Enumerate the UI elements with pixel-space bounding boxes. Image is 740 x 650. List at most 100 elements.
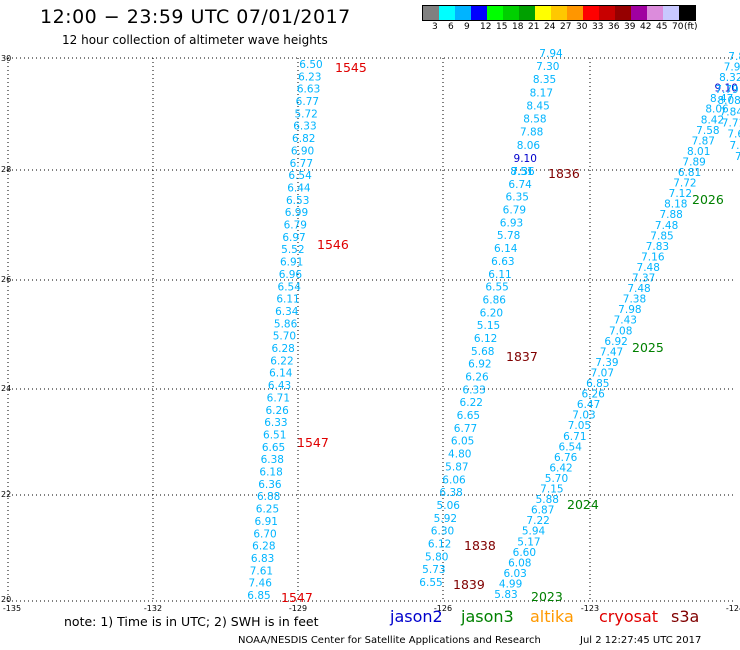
y-tick-label: 30: [1, 54, 11, 63]
wave-height-value: 5.86: [274, 318, 298, 330]
wave-height-value: 6.23: [298, 71, 321, 83]
wave-height-value: 6.93: [500, 217, 523, 229]
wave-height-value: 6.82: [292, 133, 315, 145]
wave-height-value: 7.0: [729, 140, 740, 152]
color-scale-legend: [422, 5, 696, 21]
wave-height-value: 6.71: [267, 392, 290, 404]
wave-height-value: 8.51: [510, 166, 533, 178]
wave-height-value: 6.22: [270, 355, 293, 367]
wave-height-value: 6.44: [287, 182, 311, 194]
y-tick-label: 20: [1, 595, 11, 604]
wave-height-value: 5.15: [477, 320, 500, 332]
color-scale-label: 3: [432, 22, 438, 32]
color-swatch: [423, 6, 439, 20]
wave-height-value: 6.14: [269, 368, 293, 380]
wave-height-value: 6.65: [457, 410, 480, 422]
wave-height-value: 6.14: [494, 243, 518, 255]
color-scale-label: 70: [672, 22, 684, 32]
color-scale-label: (ft): [684, 22, 698, 32]
wave-height-value: 5.06: [437, 500, 461, 512]
wave-height-value: 7.48: [627, 283, 650, 295]
wave-height-value: 6.42: [549, 462, 572, 474]
pass-number-label: 1839: [453, 577, 485, 592]
wave-height-value: 6.28: [271, 343, 294, 355]
wave-height-value: 6.91: [280, 257, 303, 269]
color-swatch: [519, 6, 535, 20]
wave-height-value: 7.48: [637, 262, 660, 274]
x-tick-label: -126: [434, 604, 452, 613]
wave-height-value: 6.63: [491, 256, 514, 268]
wave-height-value: 6.51: [263, 429, 286, 441]
wave-height-value: 6.55: [419, 577, 442, 589]
wave-height-value: 6.77: [296, 96, 319, 108]
wave-height-value: 6.38: [261, 454, 284, 466]
color-swatch: [487, 6, 503, 20]
wave-height-value: 7.83: [646, 241, 669, 253]
wave-height-value: 7.37: [632, 273, 655, 285]
color-scale-label: 15: [496, 22, 508, 32]
wave-height-value: 6.54: [278, 281, 302, 293]
wave-height-value: 6.91: [255, 516, 278, 528]
wave-height-value: 7.36: [511, 166, 535, 178]
color-scale-label: 45: [656, 22, 668, 32]
wave-height-value: 6.36: [258, 479, 282, 491]
wave-height-value: 8.18: [664, 199, 687, 211]
wave-height-value: 6.26: [581, 389, 605, 401]
wave-height-value: 6.26: [265, 405, 289, 417]
wave-height-value: 5.78: [497, 230, 520, 242]
wave-height-value: 5.68: [471, 346, 494, 358]
wave-height-value: 6.11: [276, 294, 299, 306]
wave-height-value: 8.32: [719, 72, 740, 84]
wave-height-value: 6.97: [282, 232, 305, 244]
wave-height-value: 6.11: [488, 269, 511, 281]
satellite-legend-s3a: s3a: [671, 607, 700, 626]
wave-height-value: 7.84: [720, 106, 740, 118]
x-tick-label: -129: [289, 604, 307, 613]
wave-height-value: 5.70: [273, 331, 296, 343]
color-swatch: [583, 6, 599, 20]
notes-text: note: 1) Time is in UTC; 2) SWH is in fe…: [64, 614, 319, 629]
color-swatch: [567, 6, 583, 20]
wave-height-value: 5.52: [281, 244, 304, 256]
wave-height-value: 6.96: [279, 269, 303, 281]
pass-number-label: 1837: [506, 349, 538, 364]
wave-height-value: 6.18: [259, 467, 282, 479]
color-swatch: [503, 6, 519, 20]
wave-height-value: 7.07: [591, 367, 614, 379]
wave-height-value: 7.22: [526, 515, 549, 527]
color-swatch: [679, 6, 695, 20]
color-scale-label: 27: [560, 22, 572, 32]
wave-height-value: 6.88: [257, 491, 280, 503]
wave-height-value: 8.06: [517, 140, 541, 152]
pass-number-label: 2026: [692, 192, 724, 207]
wave-height-value: 7.88: [659, 209, 682, 221]
wave-height-value: 6.87: [531, 505, 554, 517]
wave-height-value: 7.15: [540, 484, 563, 496]
wave-height-value: 6.65: [262, 442, 285, 454]
color-scale-label: 33: [592, 22, 604, 32]
x-tick-label: -123: [581, 604, 599, 613]
color-scale-label: 39: [624, 22, 636, 32]
wave-height-value: 7.58: [696, 125, 719, 137]
wave-height-value: 6.43: [268, 380, 291, 392]
wave-height-value: 7.98: [618, 304, 641, 316]
color-swatch: [439, 6, 455, 20]
color-swatch: [471, 6, 487, 20]
wave-height-value: 7.30: [536, 61, 559, 73]
satellite-legend-jason3: jason3: [461, 607, 514, 626]
chart-subtitle: 12 hour collection of altimeter wave hei…: [62, 33, 328, 47]
wave-height-value: 8.35: [533, 74, 556, 86]
x-tick-label: -135: [3, 604, 21, 613]
wave-height-value: 7.79: [715, 84, 738, 96]
wave-height-value: 8.58: [523, 114, 546, 126]
wave-height-value: 7.85: [650, 230, 673, 242]
pass-number-label: 1547: [297, 435, 329, 450]
y-tick-label: 24: [1, 384, 11, 393]
color-scale-label: 42: [640, 22, 652, 32]
wave-height-value: 8.17: [530, 87, 553, 99]
wave-height-value: 7.47: [600, 346, 623, 358]
wave-height-value: 6.20: [480, 307, 503, 319]
wave-height-value: 6.50: [299, 59, 322, 71]
wave-height-value: 8.42: [701, 114, 724, 126]
wave-height-value: 7.94: [539, 48, 563, 60]
